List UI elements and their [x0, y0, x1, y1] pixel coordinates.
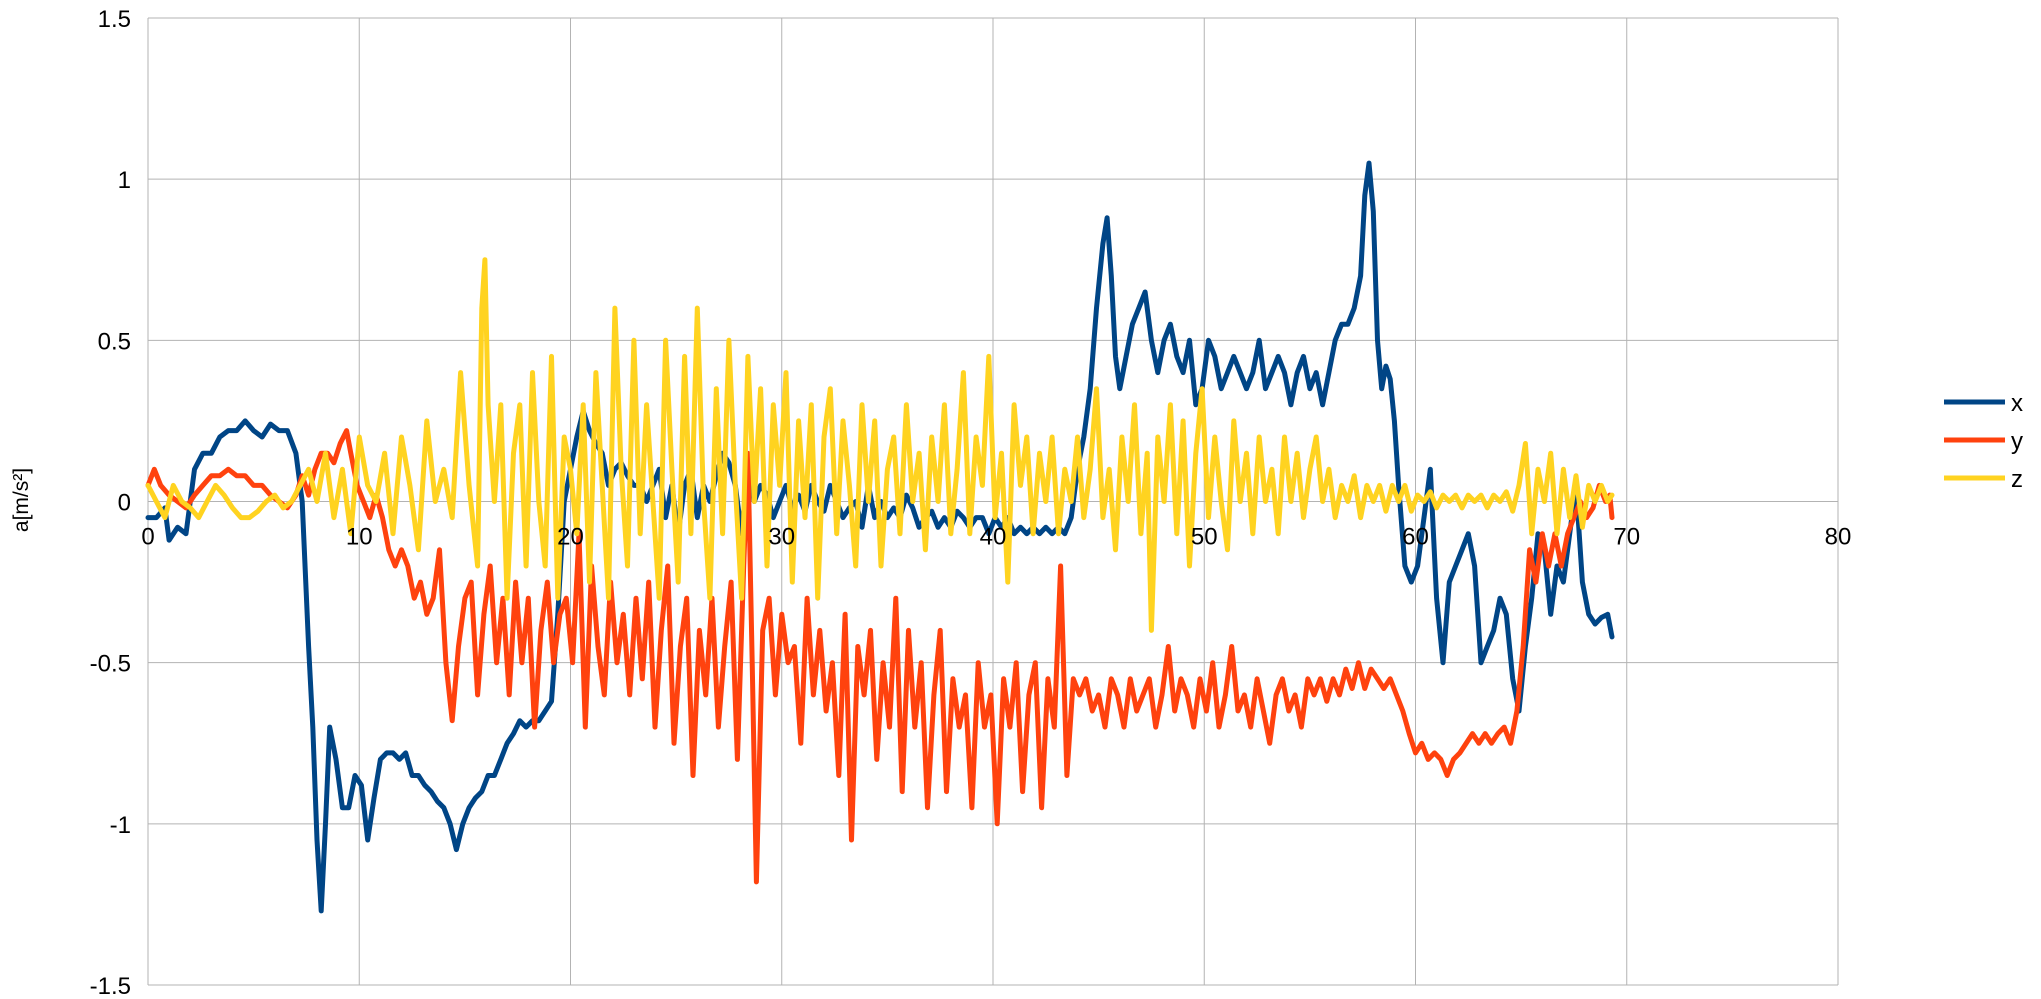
y-tick-label: 0: [118, 490, 131, 517]
series-lines: [145, 160, 1615, 914]
x-tick-label: 40: [980, 524, 1007, 551]
y-tick-label: 1: [118, 167, 131, 194]
y-tick-label: 0.5: [98, 328, 131, 355]
x-tick-label: 50: [1191, 524, 1218, 551]
legend: xyz: [1944, 390, 2023, 493]
x-tick-label: 30: [768, 524, 795, 551]
x-tick-label: 80: [1825, 524, 1852, 551]
y-axis-title: a[m/s²]: [10, 468, 33, 532]
x-tick-label: 0: [141, 524, 154, 551]
legend-label-x: x: [2011, 390, 2023, 417]
tick-labels: 0 10 20 30 40 50 60 70 80 1.5 1 0.5 0 -0.5 -1 -1.5: [90, 6, 1852, 999]
series-line-y: [145, 428, 1615, 885]
x-tick-label: 10: [346, 524, 373, 551]
y-tick-label: -0.5: [90, 651, 131, 678]
y-tick-label: 1.5: [98, 6, 131, 33]
x-tick-label: 60: [1402, 524, 1429, 551]
x-tick-label: 20: [557, 524, 584, 551]
y-tick-label: -1: [110, 812, 131, 839]
series-line-z: [145, 257, 1615, 633]
y-tick-label: -1.5: [90, 973, 131, 999]
legend-label-y: y: [2011, 428, 2023, 455]
legend-label-z: z: [2011, 466, 2023, 493]
x-tick-label: 70: [1613, 524, 1640, 551]
series-line-x: [145, 160, 1615, 914]
